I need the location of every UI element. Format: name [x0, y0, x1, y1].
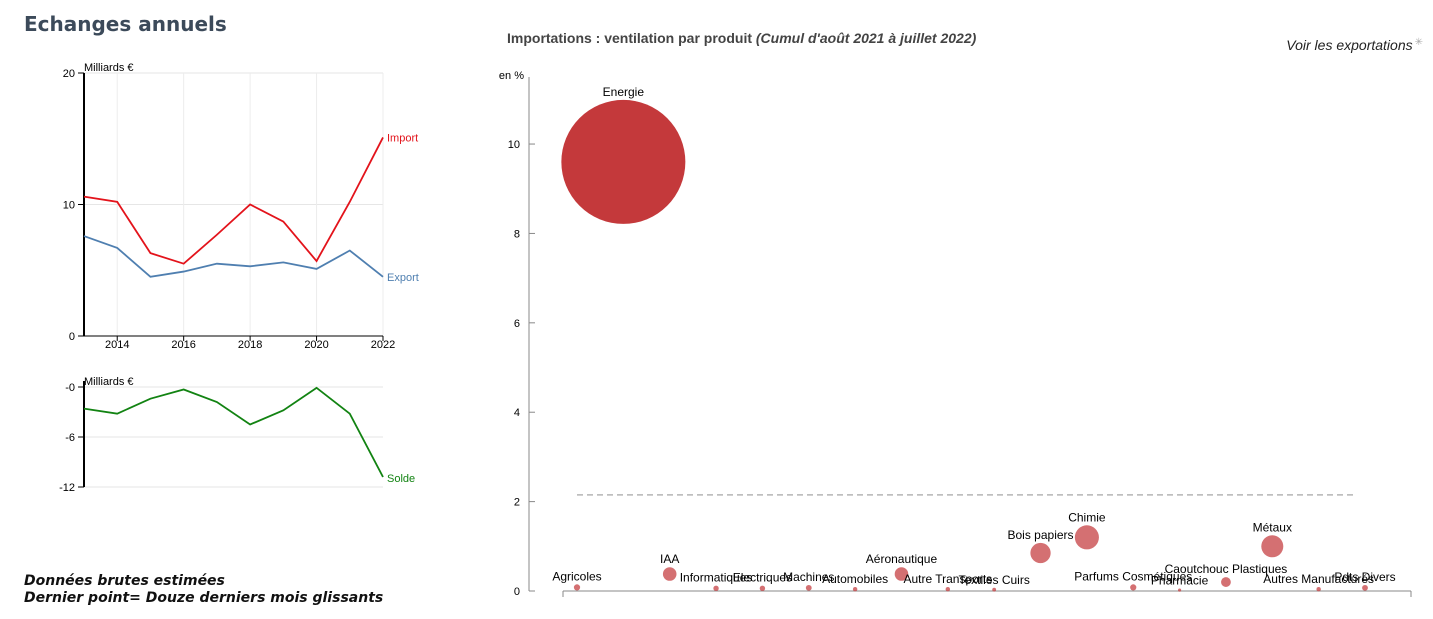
bubble-y-tick-label-8: 8 — [514, 228, 520, 240]
bubble-label-pdts-divers: Pdts Divers — [1334, 570, 1395, 584]
page-title: Echanges annuels — [24, 12, 227, 36]
bubble-caoutchouc-plastiques[interactable] — [1221, 577, 1231, 587]
bubble-automobiles[interactable] — [852, 587, 858, 592]
bubble-machines[interactable] — [805, 584, 812, 591]
footnote-line-2: Dernier point= Douze derniers mois gliss… — [24, 590, 384, 606]
bubble-label-machines: Machines — [783, 570, 834, 584]
bubble-label-bois-papiers: Bois papiers — [1008, 528, 1074, 542]
bubble-label-pharmacie: Pharmacie — [1151, 574, 1209, 588]
trade-balance-chart: -0 -6 -12 Milliards € Solde — [59, 376, 415, 494]
trade-x-tick-label-2014: 2014 — [105, 339, 129, 351]
view-exports-label: Voir les exportations — [1286, 37, 1413, 53]
bubble-y-tick-label-10: 10 — [508, 139, 520, 151]
bubble-label-metaux: Métaux — [1253, 520, 1292, 534]
bubble-textiles-cuirs[interactable] — [992, 587, 997, 592]
trade-y-tick-label-10: 10 — [63, 200, 75, 212]
bubble-label-caoutchouc-plastiques: Caoutchouc Plastiques — [1165, 562, 1288, 576]
annual-trade-chart: 0 10 20 2014 2016 2018 2020 2022 Milliards € Impo… — [63, 62, 419, 351]
balance-y-tick-label-1: -6 — [65, 432, 75, 444]
product-breakdown-chart: 0 2 4 6 8 10 en % Agricoles IAAInformatiquesElec… — [499, 70, 1412, 598]
bubble-label-parfums-cosmetiques: Parfums Cosmétiques — [1074, 569, 1192, 583]
bubble-pdts-divers[interactable] — [1362, 584, 1368, 591]
series-label-export: Export — [387, 272, 419, 284]
bubble-label-automobiles: Automobiles — [822, 572, 888, 586]
balance-y-axis-label: Milliards € — [84, 376, 134, 388]
bubble-autre-transports[interactable] — [945, 587, 951, 592]
bubble-bois-papiers[interactable] — [1030, 542, 1051, 564]
series-label-solde: Solde — [387, 473, 415, 485]
trade-y-tick-label-0: 0 — [69, 331, 75, 343]
trade-x-tick-label-2016: 2016 — [171, 339, 195, 351]
trade-y-tick-label-20: 20 — [63, 68, 75, 80]
bubble-chart-subtitle: (Cumul d'août 2021 à juillet 2022) — [755, 30, 977, 46]
bubble-label-agricoles: Agricoles — [552, 569, 601, 583]
bubble-label-autre-transports: Autre Transports — [903, 572, 992, 586]
trade-x-tick-label-2018: 2018 — [238, 339, 262, 351]
bubble-energie[interactable] — [561, 99, 686, 224]
bubble-label-informatiques: Informatiques — [680, 571, 753, 585]
trade-y-axis-label: Milliards € — [84, 62, 134, 74]
bubble-label-electriques: Electriques — [733, 571, 792, 585]
trade-x-tick-label-2022: 2022 — [371, 339, 395, 351]
bubble-y-axis-label: en % — [499, 70, 524, 82]
balance-y-tick-label-0: -0 — [65, 382, 75, 394]
bubble-label-textiles-cuirs: Textiles Cuirs — [958, 573, 1029, 587]
bubble-label-autres-manufactures: Autres Manufacturés — [1263, 572, 1374, 586]
bubble-metaux[interactable] — [1261, 535, 1284, 558]
bubble-parfums-cosmetiques[interactable] — [1130, 584, 1137, 591]
series-line-import — [83, 137, 384, 265]
bubble-y-tick-label-4: 4 — [514, 407, 520, 419]
view-exports-link[interactable]: Voir les exportations ✳ — [1286, 37, 1423, 53]
spinner-icon: ✳ — [1414, 37, 1423, 48]
bubble-informatiques[interactable] — [713, 585, 719, 592]
bubble-label-chimie: Chimie — [1068, 510, 1106, 524]
balance-y-tick-label-2: -12 — [59, 482, 75, 494]
bubble-autres-manufactures[interactable] — [1316, 587, 1321, 592]
bubble-chart-title: Importations : ventilation par produit (… — [507, 30, 976, 46]
footnote: Données brutes estimées Dernier point= D… — [24, 573, 383, 607]
series-line-solde — [83, 386, 384, 478]
series-line-export — [83, 235, 384, 278]
trade-x-tick-label-2020: 2020 — [304, 339, 328, 351]
bubble-electriques[interactable] — [759, 585, 766, 592]
bubble-y-tick-label-2: 2 — [514, 497, 520, 509]
bubble-aeronautique[interactable] — [894, 567, 909, 581]
bubble-y-tick-label-6: 6 — [514, 318, 520, 330]
bubble-label-iaa: IAA — [660, 552, 679, 566]
bubble-pharmacie[interactable] — [1178, 588, 1182, 592]
series-label-import: Import — [387, 132, 418, 144]
bubble-label-energie: Energie — [603, 85, 645, 99]
bubble-label-aeronautique: Aéronautique — [866, 552, 938, 566]
bubble-iaa[interactable] — [662, 567, 677, 581]
bubble-y-tick-label-0: 0 — [514, 586, 520, 598]
bubble-chimie[interactable] — [1074, 525, 1099, 550]
footnote-line-1: Données brutes estimées — [24, 573, 225, 589]
bubble-chart-title-main: Importations : ventilation par produit — [507, 30, 752, 46]
bubble-agricoles[interactable] — [573, 584, 581, 591]
